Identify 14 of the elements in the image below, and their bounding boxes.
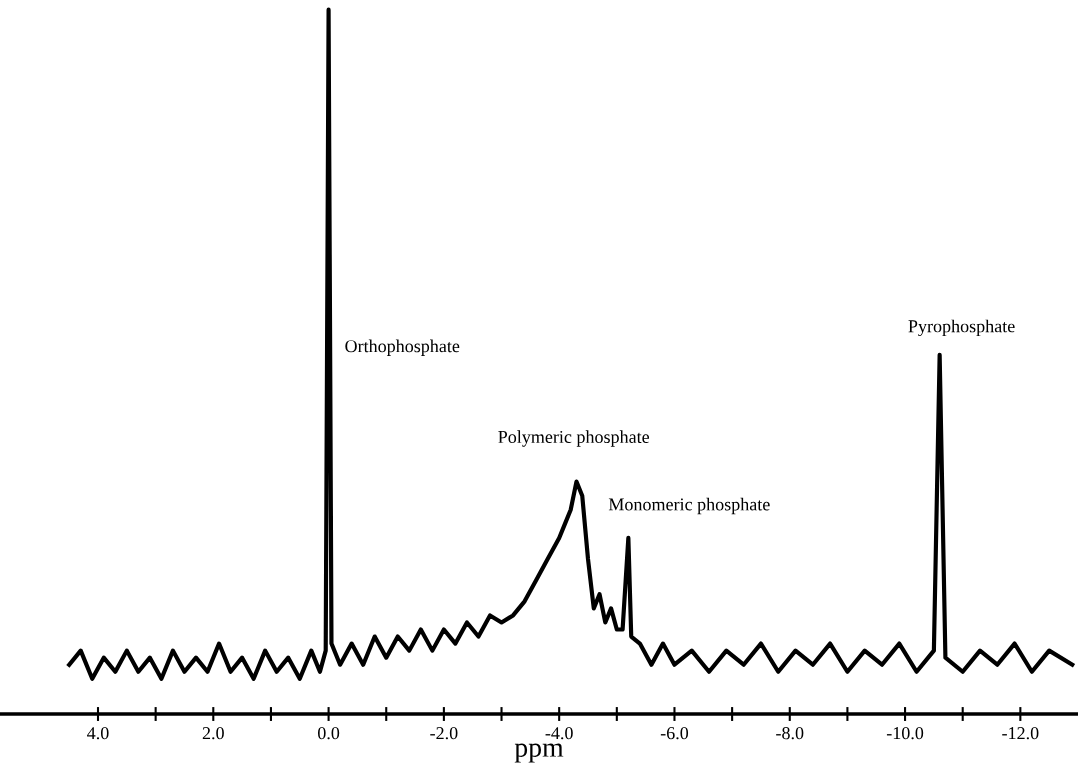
x-tick-label: -2.0 bbox=[430, 727, 458, 740]
x-tick-label: -4.0 bbox=[545, 727, 573, 740]
x-tick-label: -12.0 bbox=[1002, 727, 1039, 740]
x-tick-label: -10.0 bbox=[886, 727, 924, 740]
x-tick-label: 0.0 bbox=[317, 727, 340, 740]
x-tick-label: 2.0 bbox=[202, 727, 224, 740]
annotation: Pyrophosphate bbox=[908, 319, 1015, 337]
x-tick-label: -8.0 bbox=[776, 727, 804, 740]
annotation: Orthophosphate bbox=[345, 339, 460, 356]
annotation: Monomeric phosphate bbox=[608, 497, 770, 515]
x-tick-label: 4.0 bbox=[87, 727, 109, 740]
x-tick-label: -6.0 bbox=[660, 727, 689, 740]
x-axis-title: ppm bbox=[514, 743, 564, 763]
annotation: Polymeric phosphate bbox=[498, 430, 650, 447]
